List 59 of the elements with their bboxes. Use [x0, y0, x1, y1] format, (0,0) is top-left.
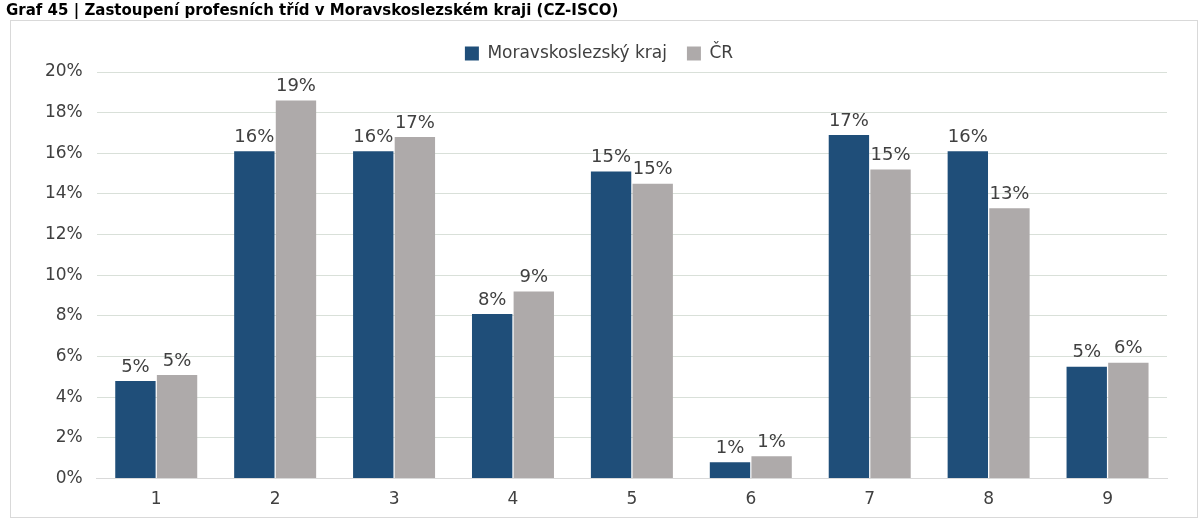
bar: [709, 462, 751, 479]
bar: [947, 151, 989, 479]
data-label: 1%: [715, 436, 745, 458]
bar: [632, 183, 673, 479]
bar: [870, 169, 911, 479]
data-label: 5%: [1072, 340, 1102, 362]
y-tick-label: 2%: [55, 426, 83, 447]
data-label: 19%: [275, 74, 316, 96]
data-label: 15%: [591, 145, 632, 167]
y-tick-label: 16%: [44, 141, 83, 162]
data-label: 15%: [870, 143, 911, 165]
data-label: 15%: [632, 157, 673, 179]
y-tick-label: 18%: [44, 101, 83, 122]
x-tick-label: 7: [864, 488, 876, 509]
y-tick-label: 6%: [55, 345, 83, 366]
bar: [1108, 362, 1149, 479]
y-tick-label: 0%: [55, 467, 83, 488]
bar: [513, 291, 554, 479]
x-tick-label: 8: [983, 488, 995, 509]
legend-label: ČR: [709, 40, 734, 62]
data-label: 16%: [947, 124, 988, 146]
x-tick-label: 3: [388, 488, 400, 509]
x-tick-label: 2: [269, 488, 281, 509]
data-label: 5%: [162, 348, 192, 370]
data-label: 6%: [1114, 336, 1143, 358]
bar: [275, 100, 317, 479]
bar: [353, 151, 394, 479]
bar: [590, 171, 632, 479]
bar: [989, 208, 1030, 479]
x-tick-label: 9: [1102, 488, 1113, 509]
data-label: 1%: [757, 429, 786, 451]
y-tick-label: 8%: [55, 304, 83, 325]
data-label: 17%: [394, 110, 435, 132]
y-tick-label: 10%: [44, 263, 83, 284]
data-label: 5%: [121, 354, 150, 376]
x-tick-label: 4: [507, 488, 519, 509]
bar: [394, 137, 436, 479]
y-tick-label: 4%: [55, 385, 83, 406]
x-tick-label: 6: [745, 488, 757, 509]
bar: [234, 151, 275, 479]
y-tick-label: 12%: [44, 223, 83, 244]
data-label: 13%: [989, 181, 1030, 203]
data-label: 16%: [234, 124, 275, 146]
bar: [751, 456, 792, 479]
bar: [1066, 366, 1107, 479]
y-tick-label: 14%: [44, 182, 83, 203]
x-tick-label: 5: [626, 488, 638, 509]
data-label: 9%: [519, 265, 549, 287]
bar: [471, 313, 513, 479]
data-label: 17%: [828, 108, 869, 130]
chart-title: Graf 45 | Zastoupení profesních tříd v Moravskoslezském kraji (CZ-ISCO): [5, 0, 620, 20]
bar: [115, 381, 156, 479]
bar: [828, 135, 870, 479]
bar: [156, 374, 198, 479]
x-tick-label: 1: [150, 488, 162, 509]
y-tick-label: 20%: [44, 60, 83, 81]
data-label: 16%: [353, 124, 394, 146]
legend-label: Moravskoslezský kraj: [487, 41, 667, 62]
data-label: 8%: [477, 287, 507, 309]
